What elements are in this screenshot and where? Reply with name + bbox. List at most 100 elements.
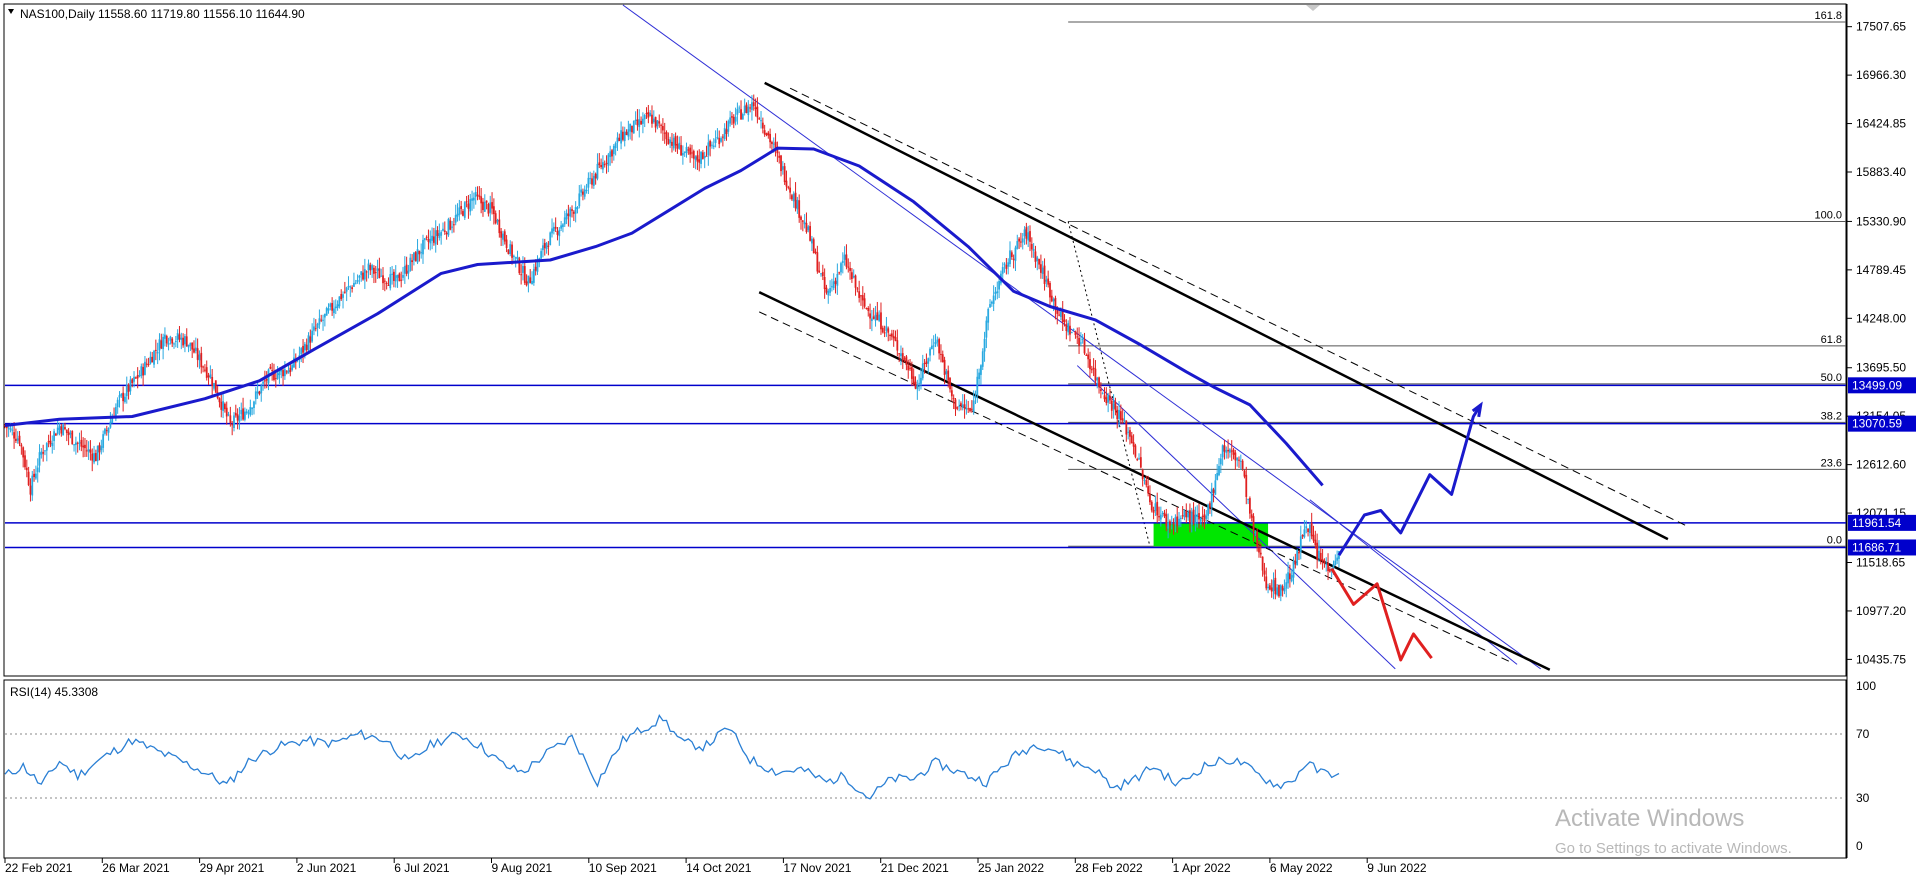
bull-candle-body (643, 115, 646, 120)
price-pane[interactable]: 161.8 100.0 61.8 50.0 38.2 23.6 0.0 NAS100,Dai… (3, 3, 1847, 677)
bull-candle-body (930, 345, 933, 350)
bull-candle-body (916, 385, 919, 390)
bear-candle-body (956, 407, 959, 409)
bear-candle-body (863, 298, 866, 307)
bull-candle-body (563, 217, 566, 225)
bull-candle-body (852, 275, 855, 278)
bull-candle-body (1183, 510, 1186, 518)
level-price-tag: 13070.59 (1852, 417, 1902, 431)
rsi-line (4, 713, 1340, 800)
bear-candle-body (1261, 556, 1264, 571)
bull-candle-body (723, 128, 726, 140)
bear-candle-body (207, 375, 210, 378)
bull-candle-body (1219, 458, 1222, 465)
bear-candle-body (1259, 552, 1262, 555)
bull-candle-body (1059, 311, 1062, 317)
bull-candle-body (1225, 450, 1228, 453)
time-tick-label: 22 Feb 2021 (5, 861, 73, 875)
bull-candle-body (712, 145, 715, 148)
bull-candle-body (807, 226, 810, 231)
bear-candle-body (849, 267, 851, 271)
rsi-tick-label: 0 (1856, 839, 1863, 853)
bull-candle-body (589, 178, 592, 180)
bull-candle-body (7, 427, 10, 429)
bull-candle-body (107, 427, 110, 433)
bear-candle-body (654, 117, 657, 128)
bull-candle-body (711, 144, 713, 146)
bull-candle-body (992, 295, 995, 304)
bull-candle-body (391, 273, 394, 275)
bull-candle-body (1210, 488, 1213, 508)
bull-candle-body (1199, 518, 1202, 522)
scroll-marker-icon[interactable] (1306, 5, 1320, 11)
bull-candle-body (149, 356, 152, 364)
bull-candle-body (747, 106, 750, 116)
bear-candle-body (269, 366, 272, 369)
bear-candle-body (200, 352, 203, 368)
horizontal-levels[interactable] (5, 384, 1846, 549)
fibonacci-retracement[interactable]: 161.8 100.0 61.8 50.0 38.2 23.6 0.0 (1067, 10, 1846, 547)
bull-candle-body (929, 348, 931, 356)
bear-candle-body (1030, 244, 1033, 250)
bull-candle-body (125, 385, 128, 397)
bear-candle-body (191, 342, 194, 350)
bear-candle-body (145, 363, 148, 365)
bear-candle-body (1098, 377, 1100, 388)
time-tick-label: 2 Jun 2021 (297, 861, 357, 875)
bull-candle-body (347, 286, 350, 288)
bull-candle-body (1027, 232, 1030, 241)
bull-candle-body (803, 221, 806, 225)
bull-candle-body (213, 383, 215, 389)
bull-candle-body (318, 318, 321, 325)
bear-candle-body (692, 150, 695, 159)
bear-candle-body (487, 204, 490, 214)
bear-candle-body (856, 288, 859, 290)
bull-candle-body (358, 275, 361, 278)
bear-candle-body (220, 401, 223, 410)
bear-candle-body (860, 295, 862, 297)
bull-candle-body (874, 314, 877, 321)
bear-candle-body (823, 277, 826, 290)
bull-candle-body (438, 233, 441, 238)
bear-candle-body (740, 109, 742, 120)
bull-candle-body (240, 409, 243, 415)
bull-candle-body (243, 411, 246, 420)
bull-candle-body (1174, 517, 1177, 525)
bull-candle-body (685, 146, 688, 154)
bear-candle-body (845, 254, 848, 267)
bull-candle-body (974, 396, 977, 399)
bear-candle-body (912, 376, 915, 384)
collapse-triangle-icon[interactable] (8, 9, 14, 14)
bull-candle-body (502, 233, 504, 240)
bear-candle-body (285, 371, 288, 373)
bear-candle-body (880, 312, 882, 330)
bear-candle-body (818, 270, 821, 273)
bull-candle-body (451, 226, 453, 228)
bear-candle-body (460, 206, 463, 209)
candlesticks (4, 94, 1340, 602)
rsi-pane[interactable]: 100 70 30 0 RSI(14) 45.3308 (3, 679, 1876, 859)
bull-candle-body (514, 257, 517, 259)
bull-candle-body (1118, 409, 1120, 419)
bull-candle-body (173, 343, 175, 345)
bear-candle-body (309, 336, 312, 343)
channel-solid-line (758, 291, 1551, 671)
bull-candle-body (1079, 342, 1082, 344)
bear-candle-body (505, 239, 508, 248)
bear-candle-body (689, 147, 692, 155)
price-axis[interactable]: 17507.65 16966.30 16424.85 15883.40 15330.90… (1846, 4, 1906, 858)
green-zone (1153, 522, 1269, 547)
bull-candle-body (983, 338, 986, 352)
bull-candle-body (958, 405, 961, 407)
bull-candle-body (569, 208, 572, 217)
bull-candle-body (1067, 323, 1070, 333)
bull-candle-body (1001, 267, 1004, 274)
bull-candle-body (87, 449, 90, 452)
bear-candle-body (393, 271, 395, 281)
time-axis[interactable]: 22 Feb 2021 26 Mar 2021 29 Apr 2021 2 Jun 2… (4, 857, 1847, 875)
bear-candle-body (603, 164, 606, 166)
bear-candle-body (236, 414, 239, 421)
fib-level-label: 0.0 (1827, 534, 1842, 546)
bull-candle-body (138, 374, 141, 377)
